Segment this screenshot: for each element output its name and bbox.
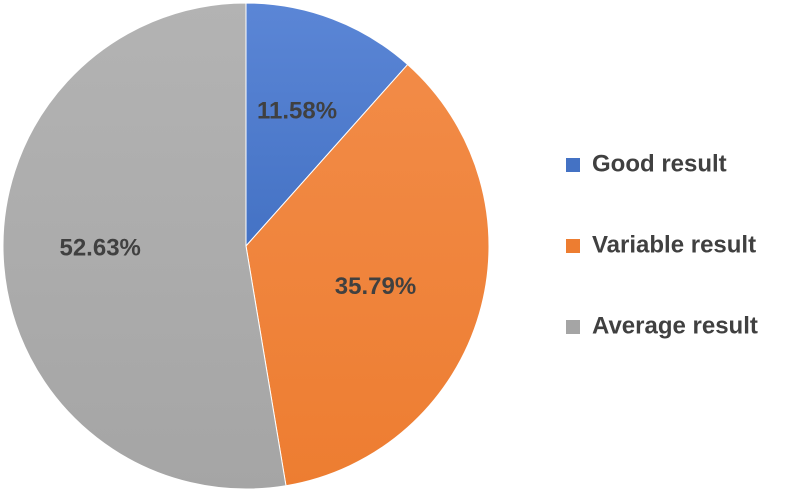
data-label-average-result: 52.63% (59, 235, 140, 262)
legend-label-variable-result: Variable result (592, 231, 756, 258)
legend-swatch-good-result (566, 158, 580, 172)
legend-item-average-result: Average result (566, 312, 758, 339)
legend-item-variable-result: Variable result (566, 231, 756, 258)
legend-item-good-result: Good result (566, 150, 727, 177)
pie-slice-average-result (2, 2, 287, 490)
pie-slice-good-result (245, 2, 409, 248)
pie-data-labels: 11.58% 35.79% 52.63% (59, 97, 416, 300)
legend-swatch-variable-result (566, 239, 580, 253)
data-label-good-result: 11.58% (257, 97, 337, 124)
legend-label-average-result: Average result (592, 312, 758, 339)
legend-label-good-result: Good result (592, 150, 727, 177)
pie-slices (2, 2, 490, 490)
legend-swatch-average-result (566, 320, 580, 334)
legend: Good result Variable result Average result (566, 150, 758, 339)
data-label-variable-result: 35.79% (335, 273, 416, 300)
pie-slice-variable-result (245, 63, 490, 487)
